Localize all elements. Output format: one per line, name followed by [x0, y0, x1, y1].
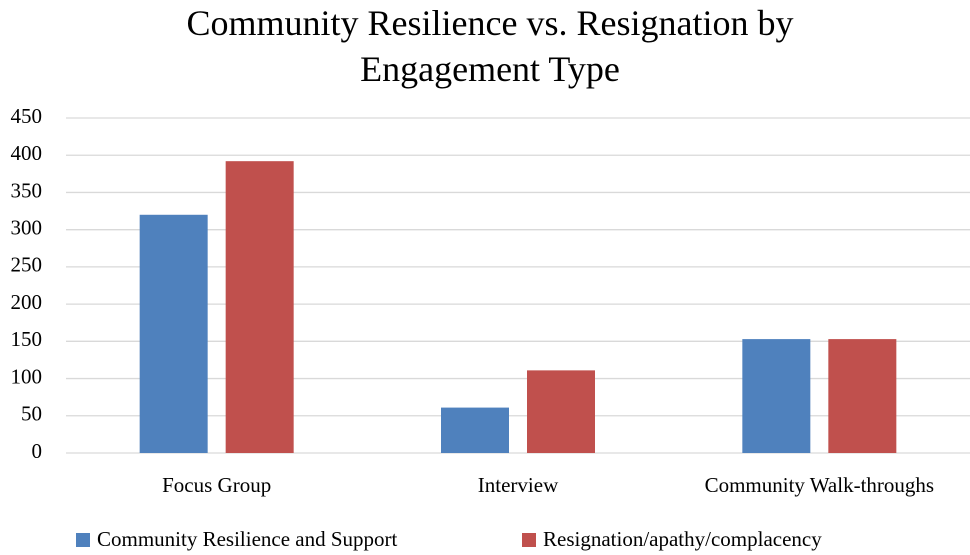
bar: [828, 339, 897, 453]
y-tick-label: 50: [21, 402, 42, 426]
legend-label: Resignation/apathy/complacency: [543, 527, 822, 551]
y-tick-label: 200: [11, 290, 43, 314]
y-tick-label: 250: [11, 253, 43, 277]
bar: [527, 370, 595, 453]
x-tick-label: Focus Group: [162, 473, 271, 497]
bar: [139, 214, 208, 453]
bar: [441, 407, 509, 453]
chart-title: Community Resilience vs. Resignation by …: [186, 3, 794, 89]
y-tick-label: 0: [32, 439, 43, 463]
bar: [742, 339, 811, 453]
y-tick-label: 400: [11, 141, 43, 165]
legend-label: Community Resilience and Support: [97, 527, 398, 551]
y-tick-label: 300: [11, 215, 43, 239]
bar: [225, 161, 294, 453]
y-tick-label: 150: [11, 327, 43, 351]
legend-swatch: [522, 533, 536, 547]
y-tick-label: 450: [11, 104, 43, 128]
y-tick-label: 100: [11, 364, 43, 388]
x-tick-label: Interview: [478, 473, 559, 497]
legend-swatch: [76, 533, 90, 547]
y-tick-label: 350: [11, 178, 43, 202]
x-tick-label: Community Walk-throughs: [705, 473, 935, 497]
